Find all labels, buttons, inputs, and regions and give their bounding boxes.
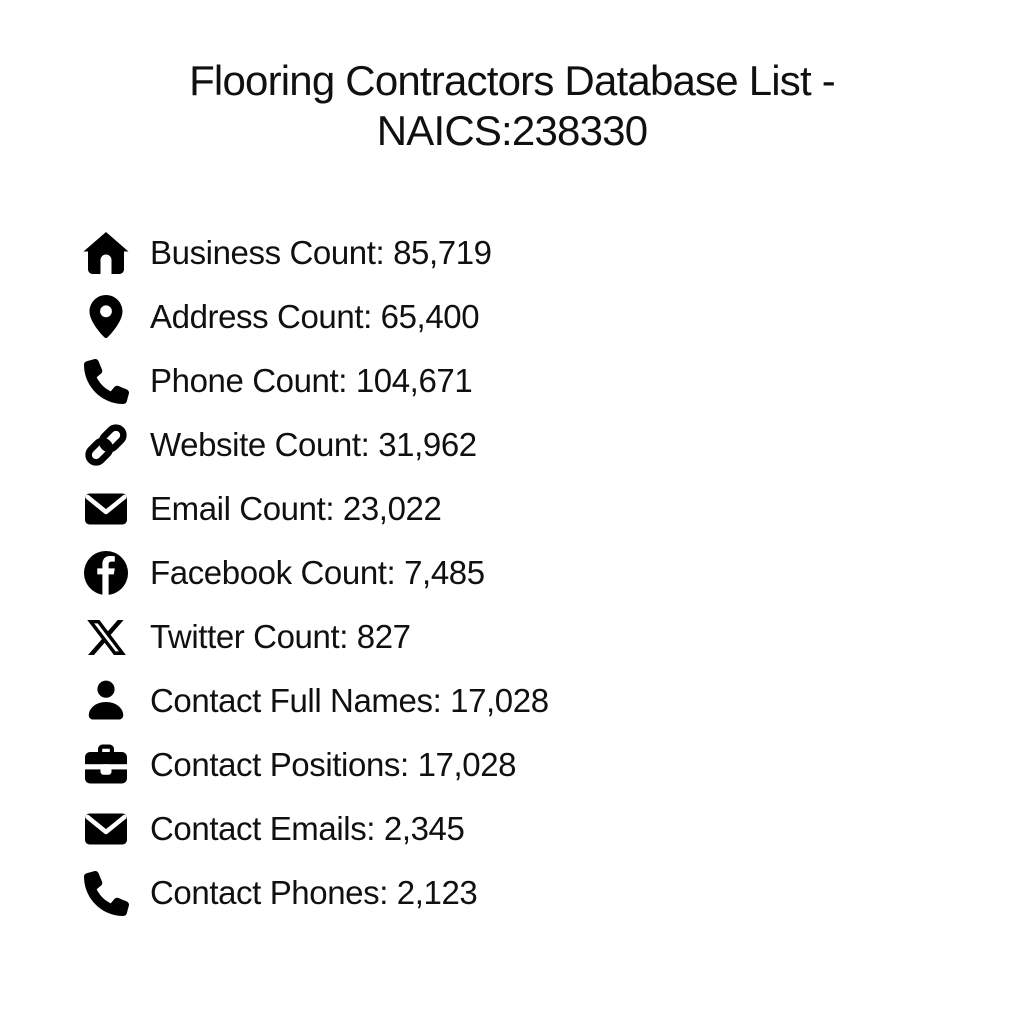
stat-label: Contact Full Names:	[150, 682, 442, 720]
stat-label: Contact Positions:	[150, 746, 409, 784]
stat-value: 2,345	[383, 810, 465, 848]
stat-row-contact-emails: Contact Emails: 2,345	[82, 797, 1024, 861]
stats-list: Business Count: 85,719 Address Count: 65…	[82, 221, 1024, 925]
briefcase-icon	[82, 741, 130, 789]
envelope-icon	[82, 485, 130, 533]
stat-label: Facebook Count:	[150, 554, 396, 592]
page-title: Flooring Contractors Database List - NAI…	[189, 57, 836, 154]
stat-text: Twitter Count: 827	[150, 618, 411, 656]
stat-row-website-count: Website Count: 31,962	[82, 413, 1024, 477]
stat-value: 31,962	[378, 426, 477, 464]
location-pin-icon	[82, 293, 130, 341]
stat-value: 2,123	[396, 874, 478, 912]
stat-value: 23,022	[342, 490, 442, 528]
stat-text: Contact Phones: 2,123	[150, 874, 478, 912]
stat-label: Business Count:	[150, 234, 385, 272]
stat-label: Twitter Count:	[150, 618, 348, 656]
stat-label: Phone Count:	[150, 362, 348, 400]
stat-row-business-count: Business Count: 85,719	[82, 221, 1024, 285]
stat-row-phone-count: Phone Count: 104,671	[82, 349, 1024, 413]
link-icon	[82, 421, 130, 469]
stat-label: Website Count:	[150, 426, 370, 464]
phone-icon	[82, 869, 130, 917]
stat-label: Contact Phones:	[150, 874, 388, 912]
stat-label: Email Count:	[150, 490, 335, 528]
stat-text: Address Count: 65,400	[150, 298, 480, 336]
person-icon	[82, 677, 130, 725]
stat-row-facebook-count: Facebook Count: 7,485	[82, 541, 1024, 605]
stat-value: 65,400	[380, 298, 480, 336]
facebook-icon	[82, 549, 130, 597]
stat-text: Facebook Count: 7,485	[150, 554, 485, 592]
stat-row-contact-full-names: Contact Full Names: 17,028	[82, 669, 1024, 733]
envelope-icon	[82, 805, 130, 853]
stat-row-twitter-count: Twitter Count: 827	[82, 605, 1024, 669]
x-twitter-icon	[82, 613, 130, 661]
stat-row-contact-phones: Contact Phones: 2,123	[82, 861, 1024, 925]
stat-text: Contact Full Names: 17,028	[150, 682, 549, 720]
stat-value: 85,719	[393, 234, 492, 272]
phone-icon	[82, 357, 130, 405]
stat-row-email-count: Email Count: 23,022	[82, 477, 1024, 541]
stat-label: Address Count:	[150, 298, 372, 336]
stat-row-contact-positions: Contact Positions: 17,028	[82, 733, 1024, 797]
stat-value: 827	[356, 618, 411, 656]
stat-text: Contact Positions: 17,028	[150, 746, 517, 784]
stat-value: 104,671	[355, 362, 473, 400]
stat-value: 7,485	[404, 554, 485, 592]
home-icon	[82, 229, 130, 277]
stat-text: Phone Count: 104,671	[150, 362, 473, 400]
stat-text: Email Count: 23,022	[150, 490, 442, 528]
stat-value: 17,028	[450, 682, 549, 720]
stat-text: Contact Emails: 2,345	[150, 810, 465, 848]
stat-row-address-count: Address Count: 65,400	[82, 285, 1024, 349]
stat-text: Business Count: 85,719	[150, 234, 492, 272]
stat-value: 17,028	[417, 746, 517, 784]
stat-label: Contact Emails:	[150, 810, 376, 848]
stat-text: Website Count: 31,962	[150, 426, 477, 464]
